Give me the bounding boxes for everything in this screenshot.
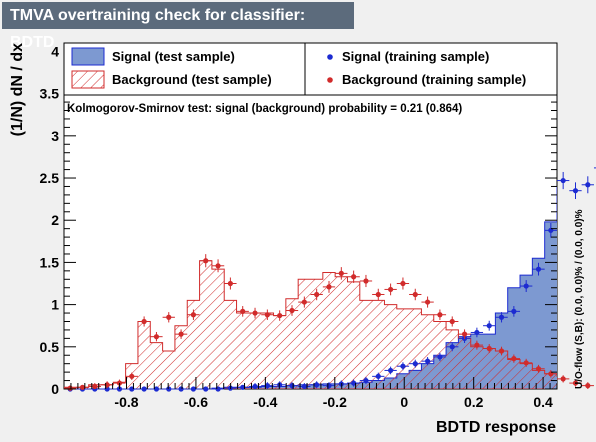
y-tick-label: 1 (51, 297, 59, 313)
training-points-layer (64, 167, 596, 392)
x-tick-label: 0.2 (464, 394, 484, 410)
background-train-point (285, 305, 299, 316)
signal-train-point (372, 372, 385, 381)
signal-train-point (581, 176, 594, 194)
background-train-point (211, 259, 225, 273)
background-train-point (421, 296, 434, 308)
legend-train: Signal (training sample) Background (tra… (304, 42, 558, 96)
signal-train-point (483, 320, 496, 331)
legend-swatch-signal-test (71, 47, 105, 66)
ks-test-text: Kolmogorov-Smirnov test: signal (backgro… (67, 103, 462, 115)
x-axis-label: BDTD response (436, 419, 556, 436)
background-train-point (335, 267, 348, 280)
y-tick-label: 4 (51, 43, 59, 59)
background-train-point (162, 312, 175, 323)
y-tick-label: 2 (51, 212, 59, 228)
background-train-point (483, 344, 496, 353)
background-train-point (137, 316, 151, 327)
background-train-point (322, 280, 336, 293)
signal-train-point (359, 376, 373, 385)
signal-train-point (384, 366, 397, 375)
signal-train-point (236, 384, 249, 390)
background-train-point (174, 329, 188, 339)
legend-marker-signal-train (327, 54, 333, 60)
signal-train-point (150, 386, 163, 392)
background-train-point (199, 254, 212, 268)
signal-train-point (248, 383, 262, 390)
background-train-point (384, 283, 397, 296)
x-tick-label: -0.8 (114, 394, 138, 410)
y-tick-label: 0 (51, 381, 59, 397)
background-train-point (507, 354, 521, 363)
legend-test: Signal (test sample) Background (test sa… (63, 42, 306, 96)
signal-train-point (310, 381, 323, 389)
background-train-point (520, 358, 533, 367)
signal-train-point (409, 359, 422, 368)
background-train-point (298, 296, 311, 308)
background-train-point (187, 309, 200, 320)
background-train-point (125, 372, 138, 381)
x-tick-label: -0.2 (323, 394, 347, 410)
legend-marker-background-train (327, 77, 333, 83)
background-train-point (261, 309, 274, 320)
signal-train-point (446, 342, 459, 352)
signal-train-point (261, 382, 274, 389)
signal-train-point (421, 357, 434, 366)
y-tick-label: 0.5 (40, 339, 60, 355)
y-tick-label: 3.5 (40, 86, 60, 102)
chart-title: TMVA overtraining check for classifier: … (2, 2, 354, 51)
signal-train-point (347, 379, 360, 387)
background-train-point (409, 288, 422, 301)
signal-train-point (162, 386, 175, 392)
signal-train-point (470, 327, 484, 338)
background-train-point (532, 364, 545, 373)
signal-train-point (495, 312, 508, 323)
legend-label-signal-train: Signal (training sample) (342, 49, 489, 64)
y-tick-label: 1.5 (40, 254, 60, 270)
background-train-point (569, 379, 582, 387)
background-train-point (470, 340, 484, 350)
legend-label-background-train: Background (training sample) (342, 72, 526, 87)
y-axis-label: (1/N) dN / dx (9, 43, 26, 136)
x-tick-label: -0.4 (253, 394, 277, 410)
y-tick-label: 2.5 (40, 170, 60, 186)
background-train-point (433, 309, 447, 320)
background-train-point (446, 316, 459, 327)
signal-train-point (532, 262, 545, 276)
background-train-point (310, 288, 323, 301)
y-tick-label: 3 (51, 128, 59, 144)
x-tick-label: 0.4 (533, 394, 553, 410)
signal-train-point (433, 352, 447, 362)
overflow-label: U/O-flow (S,B): (0.0, 0.0)% / (0.0, 0.0)… (574, 209, 585, 389)
signal-train-point (507, 306, 521, 317)
background-train-point (372, 288, 385, 301)
background-train-point (248, 307, 262, 319)
background-train-point (458, 329, 471, 339)
signal-train-point (569, 182, 582, 200)
background-train-point (359, 274, 373, 288)
legend-swatch-background-test (71, 70, 105, 89)
background-train-point (224, 277, 237, 290)
signal-train-point (520, 280, 533, 292)
background-train-point (273, 310, 286, 321)
legend-label-signal-test: Signal (test sample) (112, 49, 235, 64)
signal-train-point (396, 362, 410, 371)
signal-train-point (557, 171, 570, 190)
background-train-point (150, 331, 163, 342)
x-tick-label: -0.6 (184, 394, 208, 410)
background-train-point (396, 277, 410, 290)
background-train-point (236, 306, 249, 317)
x-tick-label: 0 (400, 394, 408, 410)
background-train-point (495, 346, 508, 356)
background-train-point (557, 375, 570, 383)
background-train-point (581, 382, 594, 389)
background-train-point (347, 270, 360, 283)
legend-label-background-test: Background (test sample) (112, 72, 272, 87)
